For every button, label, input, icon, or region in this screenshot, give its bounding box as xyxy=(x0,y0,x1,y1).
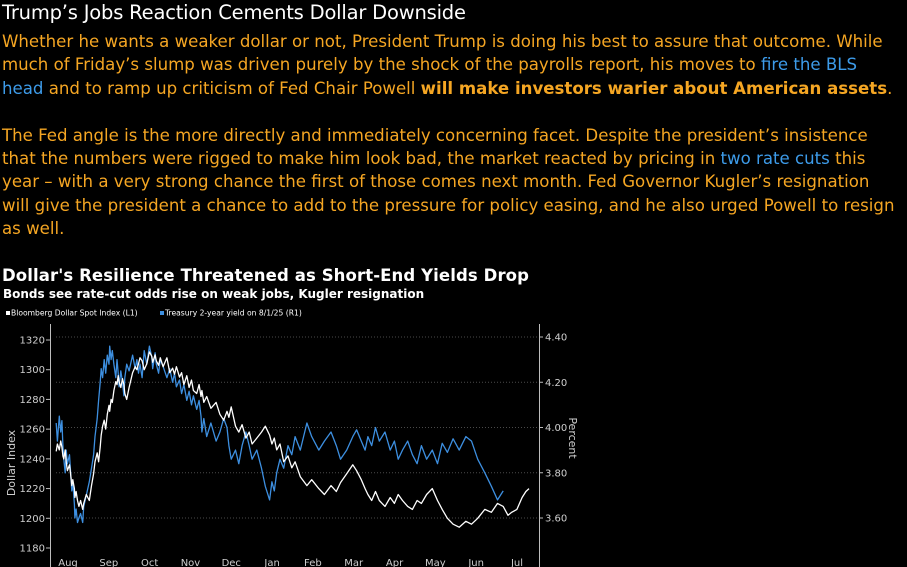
left-tick-label: 1240 xyxy=(20,454,45,465)
rate-cuts-link[interactable]: two rate cuts xyxy=(720,149,830,169)
left-tick-label: 1320 xyxy=(20,336,45,347)
treasury-yield-line xyxy=(55,345,504,524)
paragraph-1-emphasis: will make investors warier about America… xyxy=(420,78,888,98)
chart-legend: Bloomberg Dollar Spot Index (L1) Treasur… xyxy=(6,309,302,318)
x-tick-label: Nov xyxy=(181,558,201,567)
article-headline: Trump’s Jobs Reaction Cements Dollar Dow… xyxy=(2,1,466,24)
x-tick-label: Mar xyxy=(344,558,364,567)
right-tick-labels: 4.40 4.20 4.00 3.80 3.60 xyxy=(539,333,567,525)
chart-axes: Dollar Index Percent xyxy=(5,324,579,567)
x-tick-label: Feb xyxy=(304,558,322,567)
chart-title: Dollar's Resilience Threatened as Short-… xyxy=(2,266,530,285)
x-tick-label: May xyxy=(425,558,446,567)
x-tick-label: Jun xyxy=(467,558,484,567)
x-tick-label: Dec xyxy=(222,558,241,567)
right-tick-label: 4.40 xyxy=(545,333,567,344)
article-body: Whether he wants a weaker dollar or not,… xyxy=(2,30,902,241)
x-tick-label: Apr xyxy=(386,558,404,567)
paragraph-1-text-c: . xyxy=(887,78,893,98)
paragraph-2-text-b: this year – with a very strong chance th… xyxy=(2,149,895,239)
right-tick-label: 3.80 xyxy=(545,468,567,479)
left-tick-label: 1180 xyxy=(20,544,45,555)
paragraph-1-text-b: and to ramp up criticism of Fed Chair Po… xyxy=(43,78,421,98)
left-tick-label: 1280 xyxy=(20,395,45,406)
left-tick-labels: 1320 1300 1280 1260 1240 1220 1200 1180 xyxy=(20,336,50,555)
chart-subtitle: Bonds see rate-cut odds rise on weak job… xyxy=(3,287,425,301)
bls-link[interactable]: fire the BLS head xyxy=(2,55,858,98)
left-tick-label: 1220 xyxy=(20,484,45,495)
legend-swatch-dollar xyxy=(6,311,10,315)
dollar-index-line xyxy=(55,351,530,528)
x-tick-labels: Aug Sep Oct Nov Dec Jan Feb Mar Apr May Jun Jul xyxy=(58,558,523,567)
paragraph-2: The Fed angle is the more directly and i… xyxy=(2,124,902,241)
legend-label-dollar: Bloomberg Dollar Spot Index (L1) xyxy=(11,309,138,318)
legend-swatch-yield xyxy=(160,311,164,315)
left-axis-label: Dollar Index xyxy=(5,429,18,496)
chart-grid xyxy=(56,336,539,519)
chart-series xyxy=(55,345,530,528)
x-tick-label: Oct xyxy=(141,558,158,567)
left-tick-label: 1200 xyxy=(20,514,45,525)
left-tick-label: 1300 xyxy=(20,365,45,376)
legend-label-yield: Treasury 2-year yield on 8/1/25 (R1) xyxy=(164,309,302,318)
right-axis-label: Percent xyxy=(566,417,579,459)
paragraph-1: Whether he wants a weaker dollar or not,… xyxy=(2,30,902,100)
paragraph-2-text-a: The Fed angle is the more directly and i… xyxy=(2,125,868,169)
left-tick-label: 1260 xyxy=(20,425,45,436)
paragraph-1-text-a: Whether he wants a weaker dollar or not,… xyxy=(2,32,883,75)
right-tick-label: 4.20 xyxy=(545,378,567,389)
x-tick-label: Jul xyxy=(510,558,523,567)
right-tick-label: 4.00 xyxy=(545,423,567,434)
right-tick-label: 3.60 xyxy=(545,514,567,525)
dollar-vs-yield-chart: Bloomberg Dollar Spot Index (L1) Treasur… xyxy=(5,309,579,567)
x-tick-label: Aug xyxy=(58,558,78,567)
x-tick-label: Jan xyxy=(263,558,279,567)
x-tick-label: Sep xyxy=(99,558,118,567)
